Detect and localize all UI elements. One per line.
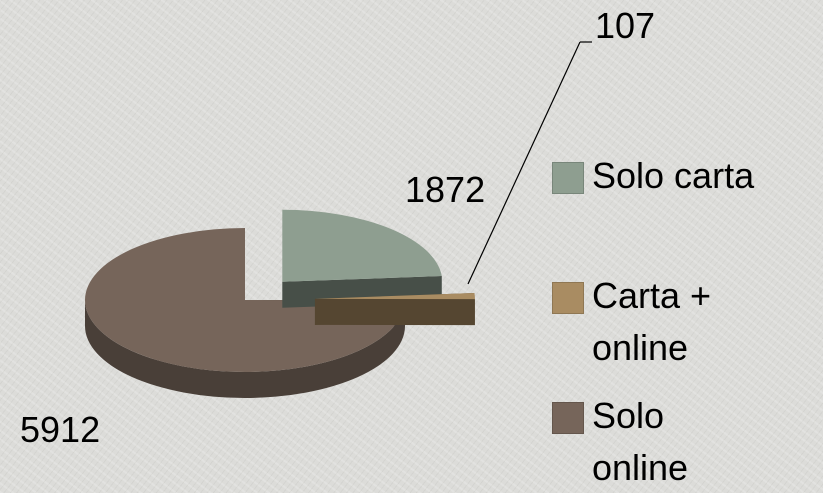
slice-face — [315, 299, 475, 325]
legend-label: Solo carta — [592, 150, 754, 202]
slice — [282, 210, 441, 282]
data-label: 107 — [595, 5, 655, 46]
legend-label: Carta + online — [592, 270, 742, 374]
data-label: 1872 — [405, 169, 485, 210]
legend-swatch — [552, 162, 584, 194]
legend-swatch — [552, 402, 584, 434]
legend-item: Solo online — [552, 390, 742, 494]
legend-label: Solo online — [592, 390, 742, 494]
legend-item: Solo carta — [552, 150, 754, 202]
legend-swatch — [552, 282, 584, 314]
legend-item: Carta + online — [552, 270, 742, 374]
data-label: 5912 — [20, 409, 100, 450]
